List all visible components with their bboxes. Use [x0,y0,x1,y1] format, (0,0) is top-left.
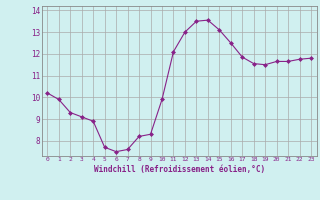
X-axis label: Windchill (Refroidissement éolien,°C): Windchill (Refroidissement éolien,°C) [94,165,265,174]
